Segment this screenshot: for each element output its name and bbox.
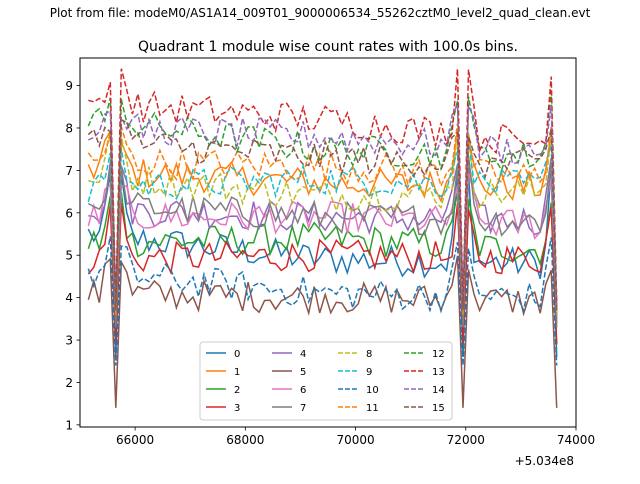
legend-label-14: 14 [432,385,445,396]
series-line-1 [87,128,558,319]
legend-label-8: 8 [366,349,372,360]
legend-label-10: 10 [366,385,379,396]
series-line-3 [87,203,558,345]
chart-suptitle: Plot from file: modeM0/AS1A14_009T01_900… [50,6,591,20]
legend-label-9: 9 [366,367,372,378]
legend-label-5: 5 [300,367,306,378]
x-tick-label: 72000 [447,433,485,447]
series-line-5 [87,255,558,408]
legend-label-6: 6 [300,385,306,396]
y-tick-label: 5 [65,249,73,263]
legend-label-4: 4 [300,349,306,360]
series-line-11 [87,123,558,315]
x-offset-label: +5.034e8 [515,454,574,468]
y-tick-label: 6 [65,206,73,220]
y-tick-label: 1 [65,418,73,432]
series-line-9 [87,136,558,315]
series-line-2 [87,191,558,345]
legend-label-3: 3 [234,403,240,414]
x-tick-label: 68000 [226,433,264,447]
series-line-15 [87,119,558,311]
y-tick-label: 3 [65,334,73,348]
series-line-10 [87,236,558,366]
chart-title: Quadrant 1 module wise count rates with … [138,39,518,55]
x-tick-label: 70000 [336,433,374,447]
y-tick-label: 7 [65,164,73,178]
legend-label-2: 2 [234,385,240,396]
legend-label-0: 0 [234,349,240,360]
series-line-14 [87,101,558,307]
legend-label-12: 12 [432,349,445,360]
series-lines [87,68,558,408]
series-line-13 [88,68,558,302]
y-tick-label: 2 [65,376,73,390]
y-tick-label: 8 [65,121,73,135]
legend-label-15: 15 [432,403,445,414]
series-line-8 [88,129,558,315]
legend-label-13: 13 [432,367,445,378]
series-line-4 [88,157,558,324]
series-line-7 [87,155,558,328]
y-tick-label: 4 [65,291,73,305]
plot-area: 66000 68000 70000 72000 74000+5.034e81234567… [65,57,595,468]
legend-label-11: 11 [366,403,379,414]
y-tick-label: 9 [65,79,73,93]
axes-frame [79,57,577,428]
x-tick-label: 66000 [116,433,154,447]
legend-label-1: 1 [234,367,240,378]
legend-label-7: 7 [300,403,306,414]
x-tick-label: 74000 [557,433,595,447]
